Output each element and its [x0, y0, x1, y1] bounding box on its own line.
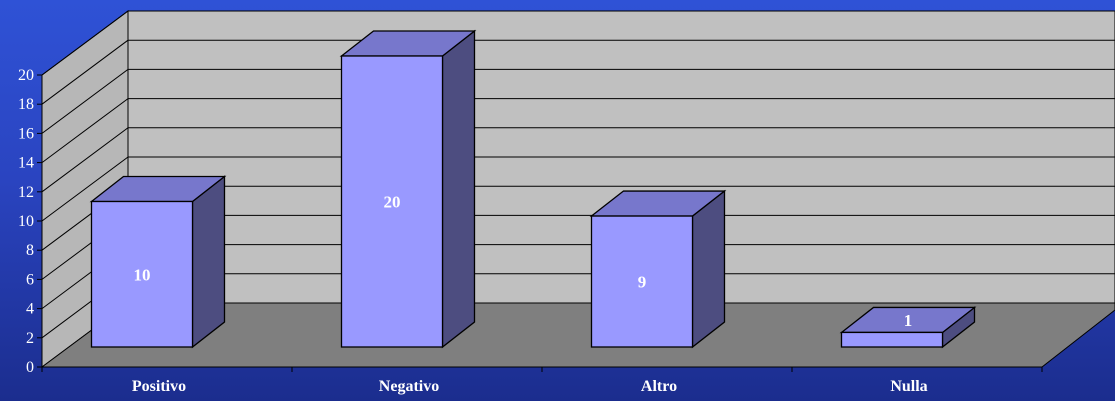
x-tick-label: Positivo: [132, 378, 186, 395]
x-axis: Positivo Negativo Altro Nulla: [41, 367, 1043, 395]
y-tick-label: 16: [18, 125, 34, 142]
gridline-side: [41, 68, 129, 134]
y-tick-label: 20: [18, 67, 34, 84]
bar-front: [340, 55, 444, 348]
y-tick-label: 14: [18, 155, 34, 172]
y-tick-label: 6: [26, 271, 34, 288]
y-tick-label: 4: [26, 301, 34, 318]
bars: 10 20 9 1: [89, 29, 977, 349]
data-label: 9: [638, 273, 647, 292]
bar-nulla: 1: [839, 306, 977, 349]
bar-side: [441, 29, 476, 349]
y-tick-label: 12: [18, 184, 34, 201]
data-label: 1: [904, 311, 913, 330]
gridline-side: [41, 39, 129, 105]
gridline-side: [41, 156, 129, 222]
bar-positivo: 10: [89, 175, 227, 349]
y-tick-label: 10: [18, 213, 34, 230]
bar-front: [840, 331, 944, 348]
bar-side: [691, 189, 726, 349]
x-tick-label: Nulla: [890, 378, 927, 395]
gridline-side: [41, 127, 129, 193]
y-tick-label: 8: [26, 242, 34, 259]
gridline-side: [41, 10, 129, 76]
y-tick-label: 18: [18, 96, 34, 113]
bar-negativo: 20: [339, 29, 477, 349]
bar-side: [191, 175, 226, 349]
bar-front: [90, 200, 194, 348]
y-tick-label: 0: [26, 359, 34, 376]
x-tick-label: Altro: [641, 378, 677, 395]
y-tick-label: 2: [26, 330, 34, 347]
x-tick-label: Negativo: [379, 378, 439, 395]
bar-altro: 9: [589, 189, 727, 349]
data-label: 20: [384, 193, 401, 212]
data-label: 10: [134, 265, 151, 284]
gridline-side: [41, 98, 129, 164]
bar-front: [590, 215, 694, 348]
